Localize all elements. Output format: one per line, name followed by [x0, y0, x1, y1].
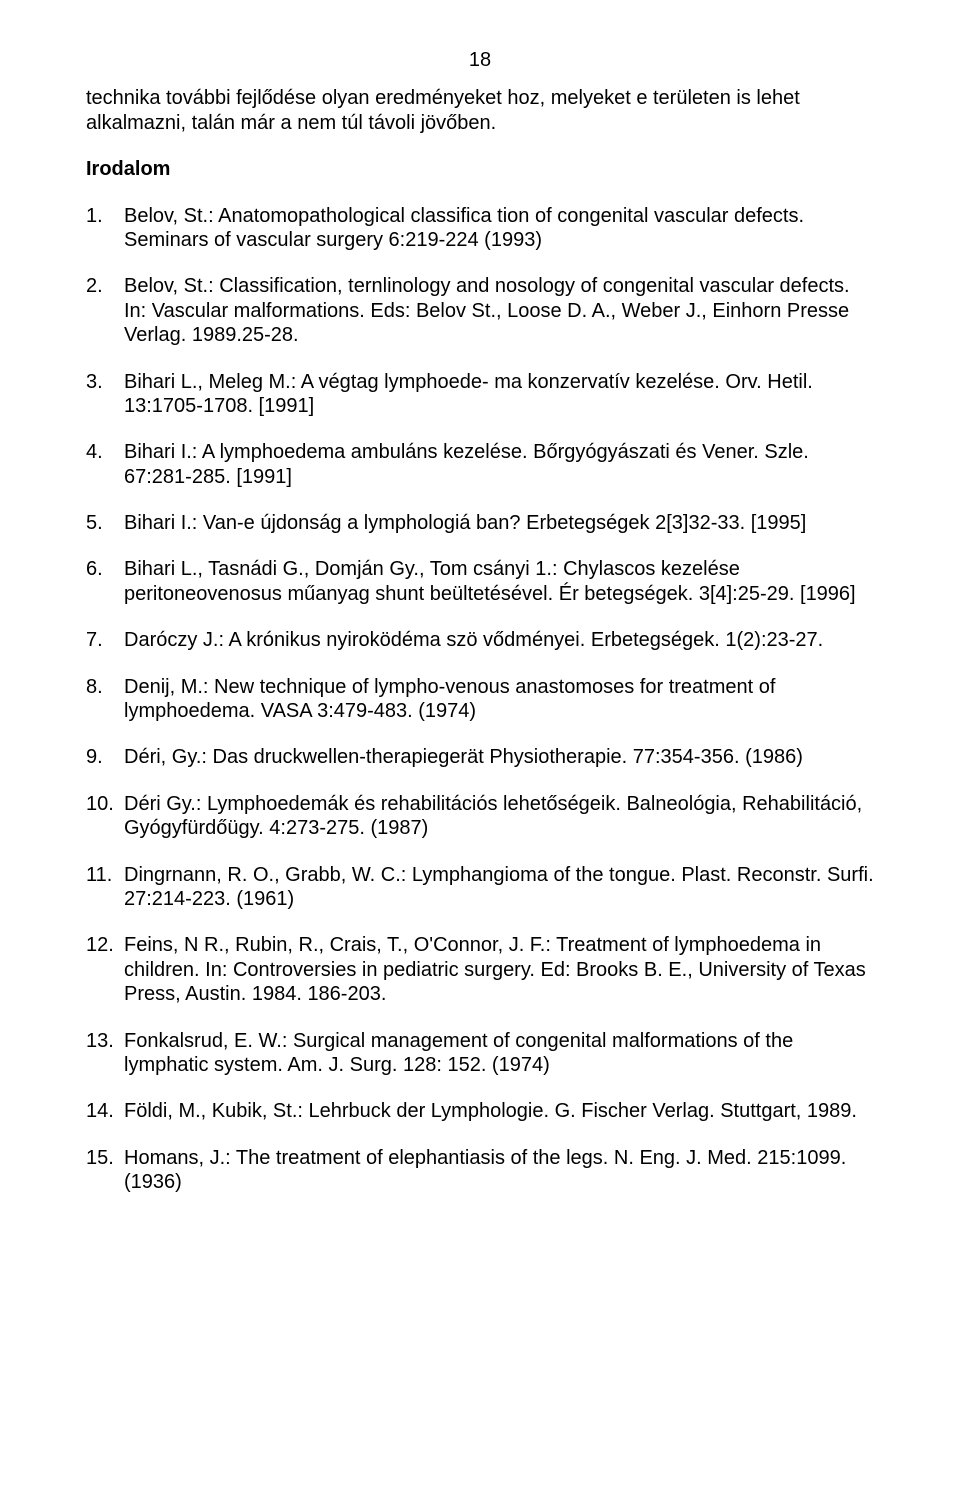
reference-number: 15.	[86, 1146, 114, 1170]
reference-text: Feins, N R., Rubin, R., Crais, T., O'Con…	[124, 934, 866, 1005]
reference-item: 14. Földi, M., Kubik, St.: Lehrbuck der …	[86, 1099, 874, 1123]
intro-paragraph: technika további fejlődése olyan eredmén…	[86, 86, 874, 135]
reference-item: 9. Déri, Gy.: Das druckwellen-therapiege…	[86, 745, 874, 769]
reference-text: Bihari I.: Van-e újdonság a lymphologiá …	[124, 512, 806, 534]
reference-number: 8.	[86, 675, 103, 699]
reference-text: Földi, M., Kubik, St.: Lehrbuck der Lymp…	[124, 1100, 857, 1122]
reference-number: 5.	[86, 511, 103, 535]
reference-text: Déri, Gy.: Das druckwellen-therapiegerät…	[124, 746, 803, 768]
reference-item: 2. Belov, St.: Classification, ternlinol…	[86, 274, 874, 347]
reference-item: 1. Belov, St.: Anatomopathological class…	[86, 204, 874, 253]
reference-text: Bihari I.: A lymphoedema ambuláns kezelé…	[124, 441, 809, 487]
reference-text: Fonkalsrud, E. W.: Surgical management o…	[124, 1030, 793, 1076]
reference-number: 14.	[86, 1099, 114, 1123]
reference-item: 3. Bihari L., Meleg M.: A végtag lymphoe…	[86, 370, 874, 419]
reference-text: Belov, St.: Anatomopathological classifi…	[124, 205, 804, 251]
reference-number: 1.	[86, 204, 103, 228]
reference-number: 6.	[86, 557, 103, 581]
reference-item: 6. Bihari L., Tasnádi G., Domján Gy., To…	[86, 557, 874, 606]
reference-item: 11. Dingrnann, R. O., Grabb, W. C.: Lymp…	[86, 863, 874, 912]
reference-text: Bihari L., Tasnádi G., Domján Gy., Tom c…	[124, 558, 856, 604]
reference-text: Homans, J.: The treatment of elephantias…	[124, 1147, 846, 1193]
reference-text: Daróczy J.: A krónikus nyiroködéma szö v…	[124, 629, 823, 651]
reference-number: 3.	[86, 370, 103, 394]
reference-number: 4.	[86, 440, 103, 464]
reference-text: Bihari L., Meleg M.: A végtag lymphoede-…	[124, 371, 813, 417]
reference-number: 2.	[86, 274, 103, 298]
reference-item: 5. Bihari I.: Van-e újdonság a lympholog…	[86, 511, 874, 535]
reference-number: 11.	[86, 863, 112, 887]
reference-number: 9.	[86, 745, 103, 769]
reference-list: 1. Belov, St.: Anatomopathological class…	[86, 204, 874, 1195]
section-title: Irodalom	[86, 157, 874, 181]
reference-text: Belov, St.: Classification, ternlinology…	[124, 275, 850, 346]
reference-item: 12. Feins, N R., Rubin, R., Crais, T., O…	[86, 933, 874, 1006]
reference-item: 10. Déri Gy.: Lymphoedemák és rehabilitá…	[86, 792, 874, 841]
reference-item: 8. Denij, M.: New technique of lympho-ve…	[86, 675, 874, 724]
reference-number: 7.	[86, 628, 103, 652]
reference-item: 15. Homans, J.: The treatment of elephan…	[86, 1146, 874, 1195]
reference-number: 10.	[86, 792, 114, 816]
reference-text: Dingrnann, R. O., Grabb, W. C.: Lymphang…	[124, 864, 874, 910]
reference-text: Denij, M.: New technique of lympho-venou…	[124, 676, 775, 722]
reference-text: Déri Gy.: Lymphoedemák és rehabilitációs…	[124, 793, 862, 839]
reference-item: 4. Bihari I.: A lymphoedema ambuláns kez…	[86, 440, 874, 489]
reference-number: 12.	[86, 933, 114, 957]
reference-number: 13.	[86, 1029, 114, 1053]
page-number: 18	[86, 48, 874, 72]
reference-item: 13. Fonkalsrud, E. W.: Surgical manageme…	[86, 1029, 874, 1078]
document-page: 18 technika további fejlődése olyan ered…	[0, 0, 960, 1485]
reference-item: 7. Daróczy J.: A krónikus nyiroködéma sz…	[86, 628, 874, 652]
